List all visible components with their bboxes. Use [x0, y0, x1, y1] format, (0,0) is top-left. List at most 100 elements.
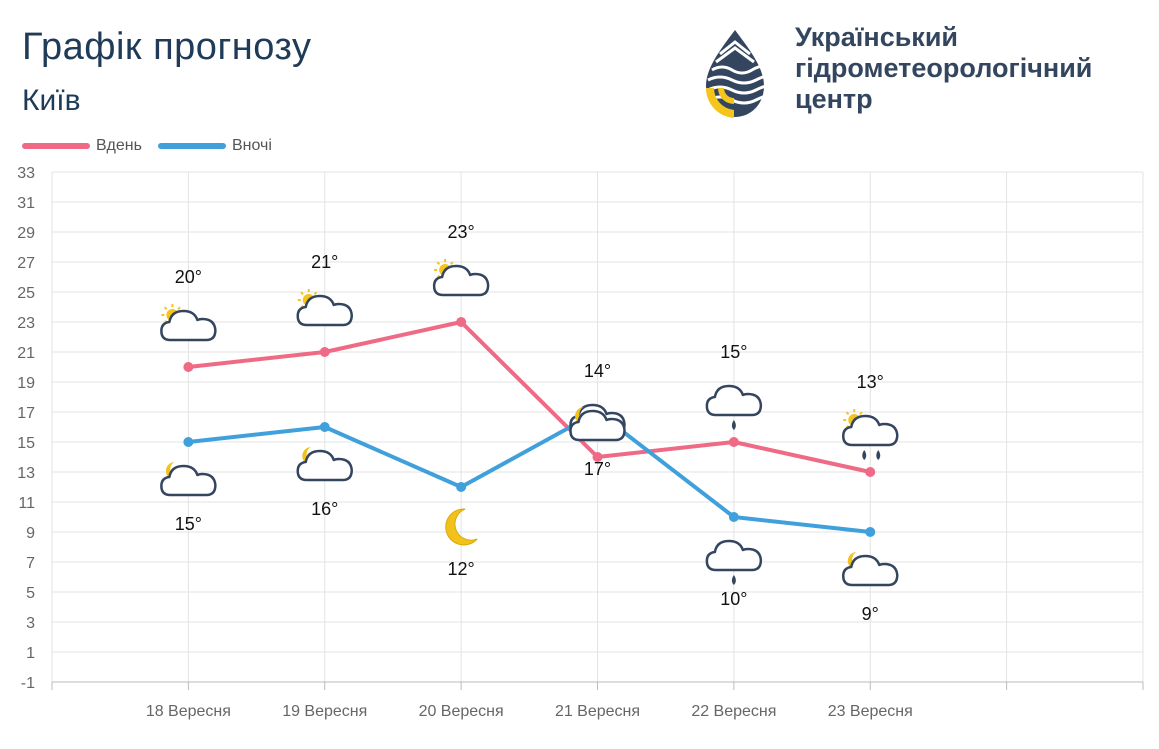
- legend-day-label: Вдень: [96, 137, 142, 154]
- y-tick-label: 13: [17, 465, 35, 482]
- organization-name: Український гідрометеорологічний центр: [795, 22, 1092, 115]
- x-tick-label: 23 Вересня: [828, 703, 913, 720]
- day-value-label: 21°: [311, 252, 338, 272]
- day-value-label: 23°: [448, 222, 475, 242]
- night-value-label: 12°: [448, 559, 475, 579]
- cloud-shape: [569, 409, 626, 442]
- chart-grid: [51, 171, 1144, 683]
- day-data-point: [183, 362, 194, 372]
- cloud-shape: [432, 264, 490, 297]
- sun-ray: [163, 306, 168, 311]
- x-tick-label: 21 Вересня: [555, 703, 640, 720]
- night-data-point: [865, 527, 876, 537]
- day-series-line: [188, 320, 871, 474]
- night-data-point: [728, 512, 739, 522]
- chart-lines: [183, 317, 876, 537]
- cloud-shape: [160, 309, 217, 342]
- cloud-rain-icon: [705, 539, 763, 585]
- y-tick-label: 9: [26, 525, 35, 542]
- cloud-shape: [296, 449, 353, 482]
- sun-cloud-rain-icon: [842, 409, 899, 460]
- sun-ray: [450, 261, 454, 266]
- y-tick-label: 25: [17, 285, 35, 302]
- moon-icon: [445, 508, 478, 546]
- night-value-label: 9°: [862, 604, 879, 624]
- day-value-label: 13°: [857, 372, 884, 392]
- sun-cloud-icon: [296, 289, 353, 327]
- sun-ray: [436, 261, 441, 266]
- cloud-shape: [842, 414, 899, 447]
- legend-day[interactable]: Вдень: [22, 137, 142, 155]
- city-name: Київ: [22, 84, 81, 117]
- cloud-shape: [296, 294, 353, 327]
- legend-night-label: Вночі: [232, 137, 272, 154]
- sun-ray: [177, 306, 181, 311]
- org-line-2: гідрометеорологічний: [795, 53, 1093, 83]
- sun-ray: [300, 291, 304, 296]
- weather-icons: [160, 259, 899, 587]
- y-tick-label: 21: [17, 345, 35, 362]
- cloud-shape: [705, 539, 763, 572]
- rain-drop: [862, 450, 867, 460]
- org-line-1: Український: [795, 22, 959, 52]
- sun-cloud-icon: [432, 259, 490, 297]
- y-tick-label: 15: [17, 435, 35, 452]
- y-tick-label: 19: [17, 375, 35, 392]
- y-tick-label: 27: [17, 255, 35, 272]
- night-value-label: 15°: [175, 514, 202, 534]
- moon-cloud-icon: [160, 462, 217, 497]
- night-series-line: [188, 410, 871, 534]
- moon-cloud-icon: [842, 552, 899, 587]
- y-tick-label: 31: [17, 195, 35, 212]
- day-value-label: 20°: [175, 267, 202, 287]
- legend-day-swatch: [22, 142, 90, 149]
- sun-ray: [313, 291, 318, 296]
- x-tick-label: 20 Вересня: [419, 703, 504, 720]
- cloud-shape: [842, 554, 899, 587]
- night-data-point: [319, 422, 330, 432]
- night-value-label: 16°: [311, 499, 338, 519]
- sun-ray: [859, 411, 863, 416]
- day-data-point: [592, 452, 603, 462]
- night-data-point: [183, 437, 194, 447]
- cloud-shape: [705, 384, 763, 417]
- value-labels: 20° 21° 23° 14° 15° 13° 15° 16° 12° 17° 10° 9°: [175, 222, 884, 624]
- x-tick-label: 22 Вересня: [691, 703, 776, 720]
- cloud-shape: [160, 464, 217, 497]
- rain-drop: [876, 450, 881, 460]
- moon-cloud-icon: [569, 407, 626, 442]
- y-tick-label: 5: [26, 585, 35, 602]
- y-tick-label: 1: [26, 645, 35, 662]
- moon-cloud-icon: [296, 447, 353, 482]
- legend-night-swatch: [158, 142, 226, 149]
- y-tick-label: 23: [17, 315, 35, 332]
- night-value-label: 10°: [720, 589, 747, 609]
- y-tick-label: -1: [21, 675, 35, 692]
- y-tick-label: 17: [17, 405, 35, 422]
- day-data-point: [319, 347, 330, 357]
- day-data-point: [728, 437, 739, 447]
- x-tick-label: 19 Вересня: [282, 703, 367, 720]
- ugcc-logo-icon: [705, 30, 768, 118]
- legend-night[interactable]: Вночі: [158, 137, 272, 155]
- cloud-rain-icon: [705, 384, 763, 430]
- day-value-label: 14°: [584, 361, 611, 381]
- rain-drop: [731, 575, 736, 585]
- org-line-3: центр: [795, 84, 873, 114]
- night-value-label: 17°: [584, 459, 611, 479]
- sun-cloud-icon: [160, 304, 217, 342]
- y-tick-label: 29: [17, 225, 35, 242]
- day-data-point: [865, 467, 876, 477]
- moon-shape: [445, 508, 478, 546]
- rain-drop: [731, 420, 736, 430]
- chart-title: Графік прогнозу: [22, 26, 312, 68]
- day-value-label: 15°: [720, 342, 747, 362]
- y-tick-label: 11: [18, 495, 35, 512]
- night-data-point: [456, 482, 467, 492]
- y-tick-label: 33: [17, 165, 35, 182]
- day-data-point: [456, 317, 467, 327]
- y-tick-label: 3: [26, 615, 35, 632]
- y-tick-label: 7: [26, 555, 35, 572]
